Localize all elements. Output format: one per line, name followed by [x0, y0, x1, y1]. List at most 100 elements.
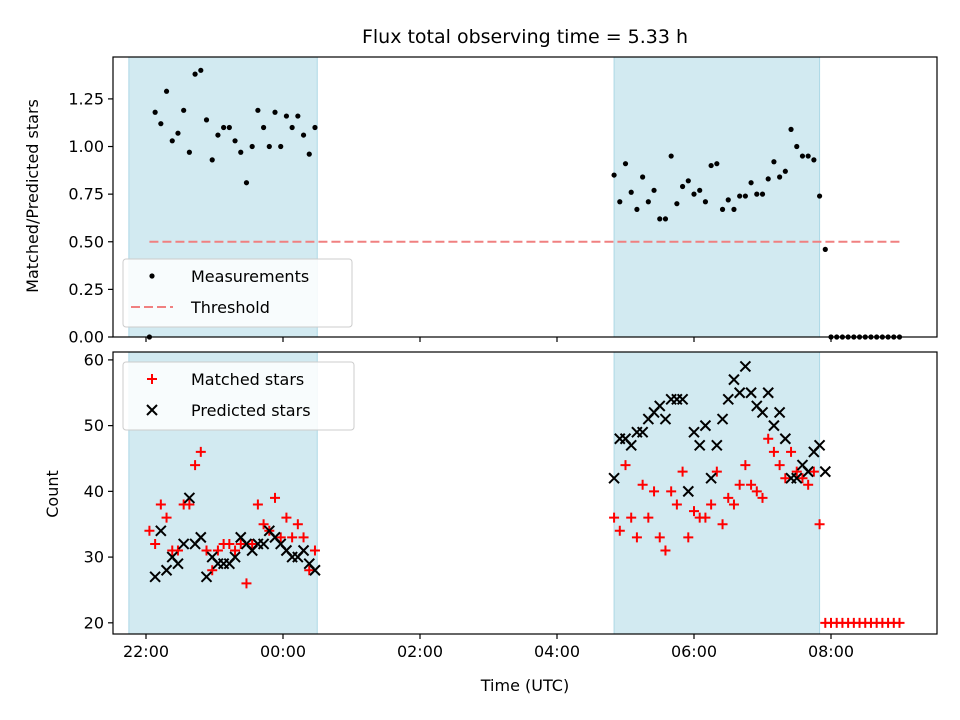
legend-ratio-1-label: Threshold	[190, 298, 270, 317]
point-count-cross-19	[257, 538, 270, 550]
point-ratio-dot-3	[163, 88, 170, 94]
series-ratio-dot	[146, 67, 903, 340]
point-count-plus-26	[292, 519, 303, 530]
xtick-label-2: 02:00	[397, 642, 443, 661]
legend-box-ratio	[122, 258, 353, 328]
point-count-plus-47	[706, 499, 717, 510]
point-count-plus-37	[649, 486, 660, 497]
point-count-cross-49	[722, 393, 734, 406]
point-count-plus-20	[258, 519, 269, 530]
point-count-plus-17	[241, 578, 252, 589]
point-count-plus-50	[723, 492, 734, 503]
point-count-cross-52	[739, 360, 752, 373]
point-ratio-dot-36	[645, 199, 651, 205]
point-ratio-dot-1	[152, 109, 158, 115]
point-count-cross-34	[636, 426, 649, 438]
point-count-plus-31	[614, 525, 625, 536]
point-count-plus-65	[808, 466, 819, 477]
point-count-cross-66	[819, 465, 831, 478]
point-count-cross-56	[762, 387, 774, 399]
point-ratio-dot-7	[186, 149, 192, 155]
point-count-plus-39	[660, 545, 671, 556]
point-count-plus-56	[757, 492, 768, 503]
point-count-cross-59	[779, 433, 792, 445]
point-ratio-dot-20	[260, 124, 267, 131]
point-ratio-dot-15	[232, 138, 238, 144]
point-ratio-dot-8	[192, 71, 198, 77]
point-count-plus-16	[235, 538, 246, 549]
point-count-plus-27	[298, 532, 309, 543]
point-count-plus-49	[717, 519, 728, 530]
ytick-label-ratio-2: 0.50	[68, 232, 104, 251]
point-ratio-dot-41	[674, 201, 680, 207]
point-count-plus-14	[224, 538, 235, 549]
point-ratio-dot-27	[300, 132, 307, 138]
point-count-plus-9	[195, 446, 206, 457]
point-count-plus-57	[763, 433, 774, 444]
series-count-cross	[149, 360, 831, 583]
point-count-plus-59	[774, 460, 785, 471]
point-ratio-dot-58	[771, 159, 777, 165]
point-ratio-dot-63	[799, 153, 806, 159]
point-count-plus-64	[803, 479, 814, 490]
point-count-plus-54	[746, 479, 757, 490]
point-count-cross-38	[659, 413, 672, 425]
point-count-plus-1	[150, 538, 161, 549]
point-count-plus-15	[230, 545, 241, 556]
point-ratio-dot-24	[283, 113, 290, 119]
point-ratio-dot-13	[221, 124, 227, 131]
point-ratio-dot-6	[181, 107, 187, 113]
point-count-plus-60	[780, 473, 791, 484]
point-count-cross-65	[813, 439, 826, 452]
point-count-plus-2	[155, 499, 166, 510]
point-count-plus-12	[212, 545, 223, 556]
legend-ratio-0-label: Measurements	[191, 267, 309, 286]
point-count-plus-48	[711, 466, 722, 477]
point-count-cross-47	[711, 439, 723, 452]
point-count-cross-28	[309, 564, 321, 576]
point-ratio-dot-31	[617, 199, 623, 205]
highlight-span-ratio-1	[613, 56, 821, 338]
point-ratio-dot-38	[657, 216, 663, 222]
ytick-label-count-1: 30	[84, 548, 104, 567]
xtick-label-4: 06:00	[671, 642, 717, 661]
point-ratio-dot-54	[748, 180, 754, 186]
point-ratio-dot-16	[238, 149, 244, 155]
point-count-cross-29	[608, 472, 620, 484]
point-count-cross-44	[694, 439, 706, 452]
point-count-cross-9	[200, 571, 213, 583]
point-ratio-dot-61	[788, 126, 794, 132]
point-ratio-dot-34	[634, 206, 640, 212]
ytick-label-count-3: 50	[84, 416, 104, 435]
legend-count-1-label: Predicted stars	[191, 401, 311, 420]
point-count-plus-23	[275, 532, 286, 543]
measurements-panel: 0.00 0.25 0.50 0.75 1.00 1.25 Measurements Thre…	[68, 56, 938, 347]
point-count-cross-2	[160, 564, 173, 576]
point-ratio-dot-39	[662, 216, 669, 222]
point-count-cross-61	[791, 472, 803, 484]
point-ratio-dot-22	[272, 109, 278, 115]
point-ratio-dot-60	[782, 168, 788, 174]
point-ratio-dot-35	[640, 174, 646, 180]
point-ratio-dot-32	[622, 161, 629, 167]
point-count-plus-46	[700, 512, 711, 523]
point-count-cross-1	[155, 525, 167, 537]
point-ratio-dot-59	[777, 174, 783, 180]
point-count-cross-8	[195, 531, 207, 544]
point-ratio-dot-21	[266, 143, 272, 150]
point-count-cross-37	[654, 400, 666, 412]
y-axis-label-count: Count	[43, 470, 62, 518]
point-ratio-dot-14	[226, 124, 232, 131]
point-count-cross-4	[172, 557, 184, 570]
point-count-plus-18	[247, 538, 258, 549]
counts-panel: 20 30 40 50 60 22:00 00:00 02:00 04:00 06:00 08:00…	[84, 350, 938, 661]
point-count-plus-40	[666, 486, 677, 497]
point-ratio-dot-25	[289, 124, 295, 131]
point-count-cross-57	[768, 419, 780, 432]
ytick-label-ratio-0: 0.00	[68, 328, 104, 347]
point-count-plus-52	[734, 479, 745, 490]
ytick-label-ratio-3: 0.75	[68, 185, 104, 204]
point-count-plus-33	[626, 512, 637, 523]
point-count-plus-80	[894, 617, 905, 628]
point-count-cross-50	[728, 373, 740, 386]
